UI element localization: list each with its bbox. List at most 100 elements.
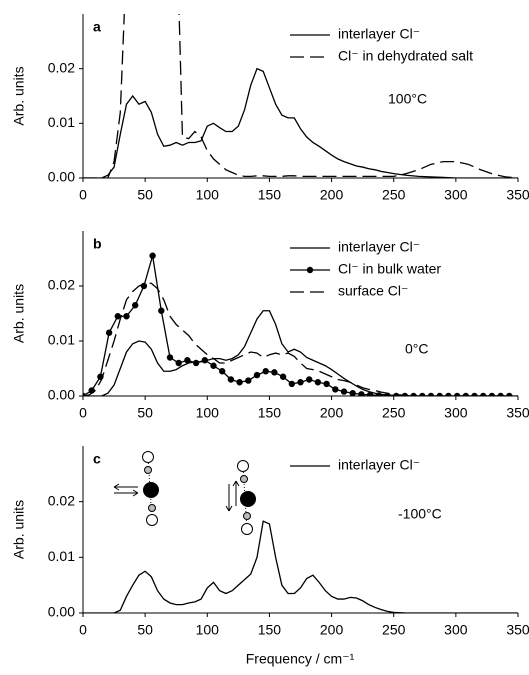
marker [227, 376, 235, 383]
molecule-diagrams [113, 451, 256, 535]
y-tick-label: 0.00 [48, 604, 75, 620]
x-tick-label: 0 [79, 405, 87, 421]
legend-marker [306, 266, 314, 274]
y-tick-label: 0.02 [48, 277, 75, 293]
atom [146, 514, 158, 526]
arrow-head [113, 483, 120, 491]
marker [123, 313, 130, 320]
marker [453, 392, 461, 396]
marker [192, 359, 200, 367]
marker [114, 313, 122, 320]
x-tick-label: 0 [79, 622, 87, 638]
legend-label: surface Cl⁻ [338, 283, 408, 299]
atom [241, 523, 253, 535]
marker [201, 357, 208, 364]
marker [253, 371, 261, 379]
marker [445, 392, 452, 396]
marker [497, 392, 504, 396]
y-tick-label: 0.00 [48, 169, 75, 185]
marker [149, 252, 156, 259]
atom [144, 466, 152, 474]
x-tick-label: 150 [258, 405, 282, 421]
x-axis-label: Frequency / cm⁻¹ [246, 651, 355, 667]
plot-area [83, 14, 518, 178]
marker [340, 388, 348, 395]
marker [132, 302, 139, 309]
marker [471, 392, 478, 396]
marker [184, 357, 191, 364]
x-tick-label: 350 [506, 622, 529, 638]
marker [419, 392, 426, 396]
marker [245, 377, 252, 384]
x-tick-label: 50 [137, 187, 153, 203]
x-tick-label: 300 [444, 622, 468, 638]
marker [279, 373, 287, 380]
x-tick-label: 350 [506, 405, 529, 421]
marker [210, 362, 217, 369]
atom [142, 451, 154, 463]
x-tick-label: 100 [196, 622, 220, 638]
y-tick-label: 0.01 [48, 332, 75, 348]
atom [143, 482, 159, 498]
marker [236, 379, 243, 386]
marker [314, 379, 322, 386]
y-axis-label: Arb. units [11, 66, 27, 125]
series-line [83, 255, 510, 396]
atom [243, 512, 251, 520]
y-tick-label: 0.02 [48, 59, 75, 75]
atom [237, 460, 249, 472]
marker [175, 359, 182, 367]
x-tick-label: 150 [258, 187, 282, 203]
y-tick-label: 0.01 [48, 114, 75, 130]
marker [158, 307, 165, 314]
marker [323, 380, 330, 388]
plot-area [83, 252, 518, 396]
x-tick-label: 100 [196, 187, 220, 203]
x-tick-label: 200 [320, 622, 344, 638]
marker [105, 329, 113, 336]
legend-label: Cl⁻ in bulk water [338, 261, 441, 277]
x-tick-label: 200 [320, 405, 344, 421]
annotation: -100°C [398, 506, 442, 522]
y-tick-label: 0.01 [48, 548, 75, 564]
legend-label: interlayer Cl⁻ [338, 26, 420, 42]
marker [332, 386, 339, 393]
marker [506, 392, 513, 396]
marker [358, 391, 365, 396]
marker [366, 391, 374, 396]
marker [349, 390, 356, 396]
legend-label: interlayer Cl⁻ [338, 457, 420, 473]
plot-area [83, 520, 518, 613]
marker [436, 392, 443, 396]
x-tick-label: 250 [382, 622, 406, 638]
y-tick-label: 0.02 [48, 492, 75, 508]
annotation: 100°C [388, 91, 427, 107]
marker [166, 354, 174, 361]
arrow-head [225, 505, 233, 512]
marker [140, 282, 148, 290]
x-tick-label: 50 [137, 622, 153, 638]
marker [410, 392, 417, 396]
series-line [83, 14, 518, 178]
marker [306, 376, 313, 383]
atom [148, 504, 156, 512]
x-tick-label: 350 [506, 187, 529, 203]
marker [219, 368, 226, 375]
x-tick-label: 50 [137, 405, 153, 421]
x-tick-label: 250 [382, 405, 406, 421]
atom [240, 491, 256, 507]
marker [462, 392, 469, 396]
legend-label: Cl⁻ in dehydrated salt [338, 48, 473, 64]
panel-label: b [93, 236, 102, 252]
marker [297, 379, 304, 386]
series-line [83, 67, 518, 178]
panel-label: c [93, 451, 101, 467]
marker [427, 392, 435, 396]
y-tick-label: 0.00 [48, 387, 75, 403]
x-tick-label: 250 [382, 187, 406, 203]
x-tick-label: 150 [258, 622, 282, 638]
x-tick-label: 0 [79, 187, 87, 203]
marker [375, 392, 382, 396]
